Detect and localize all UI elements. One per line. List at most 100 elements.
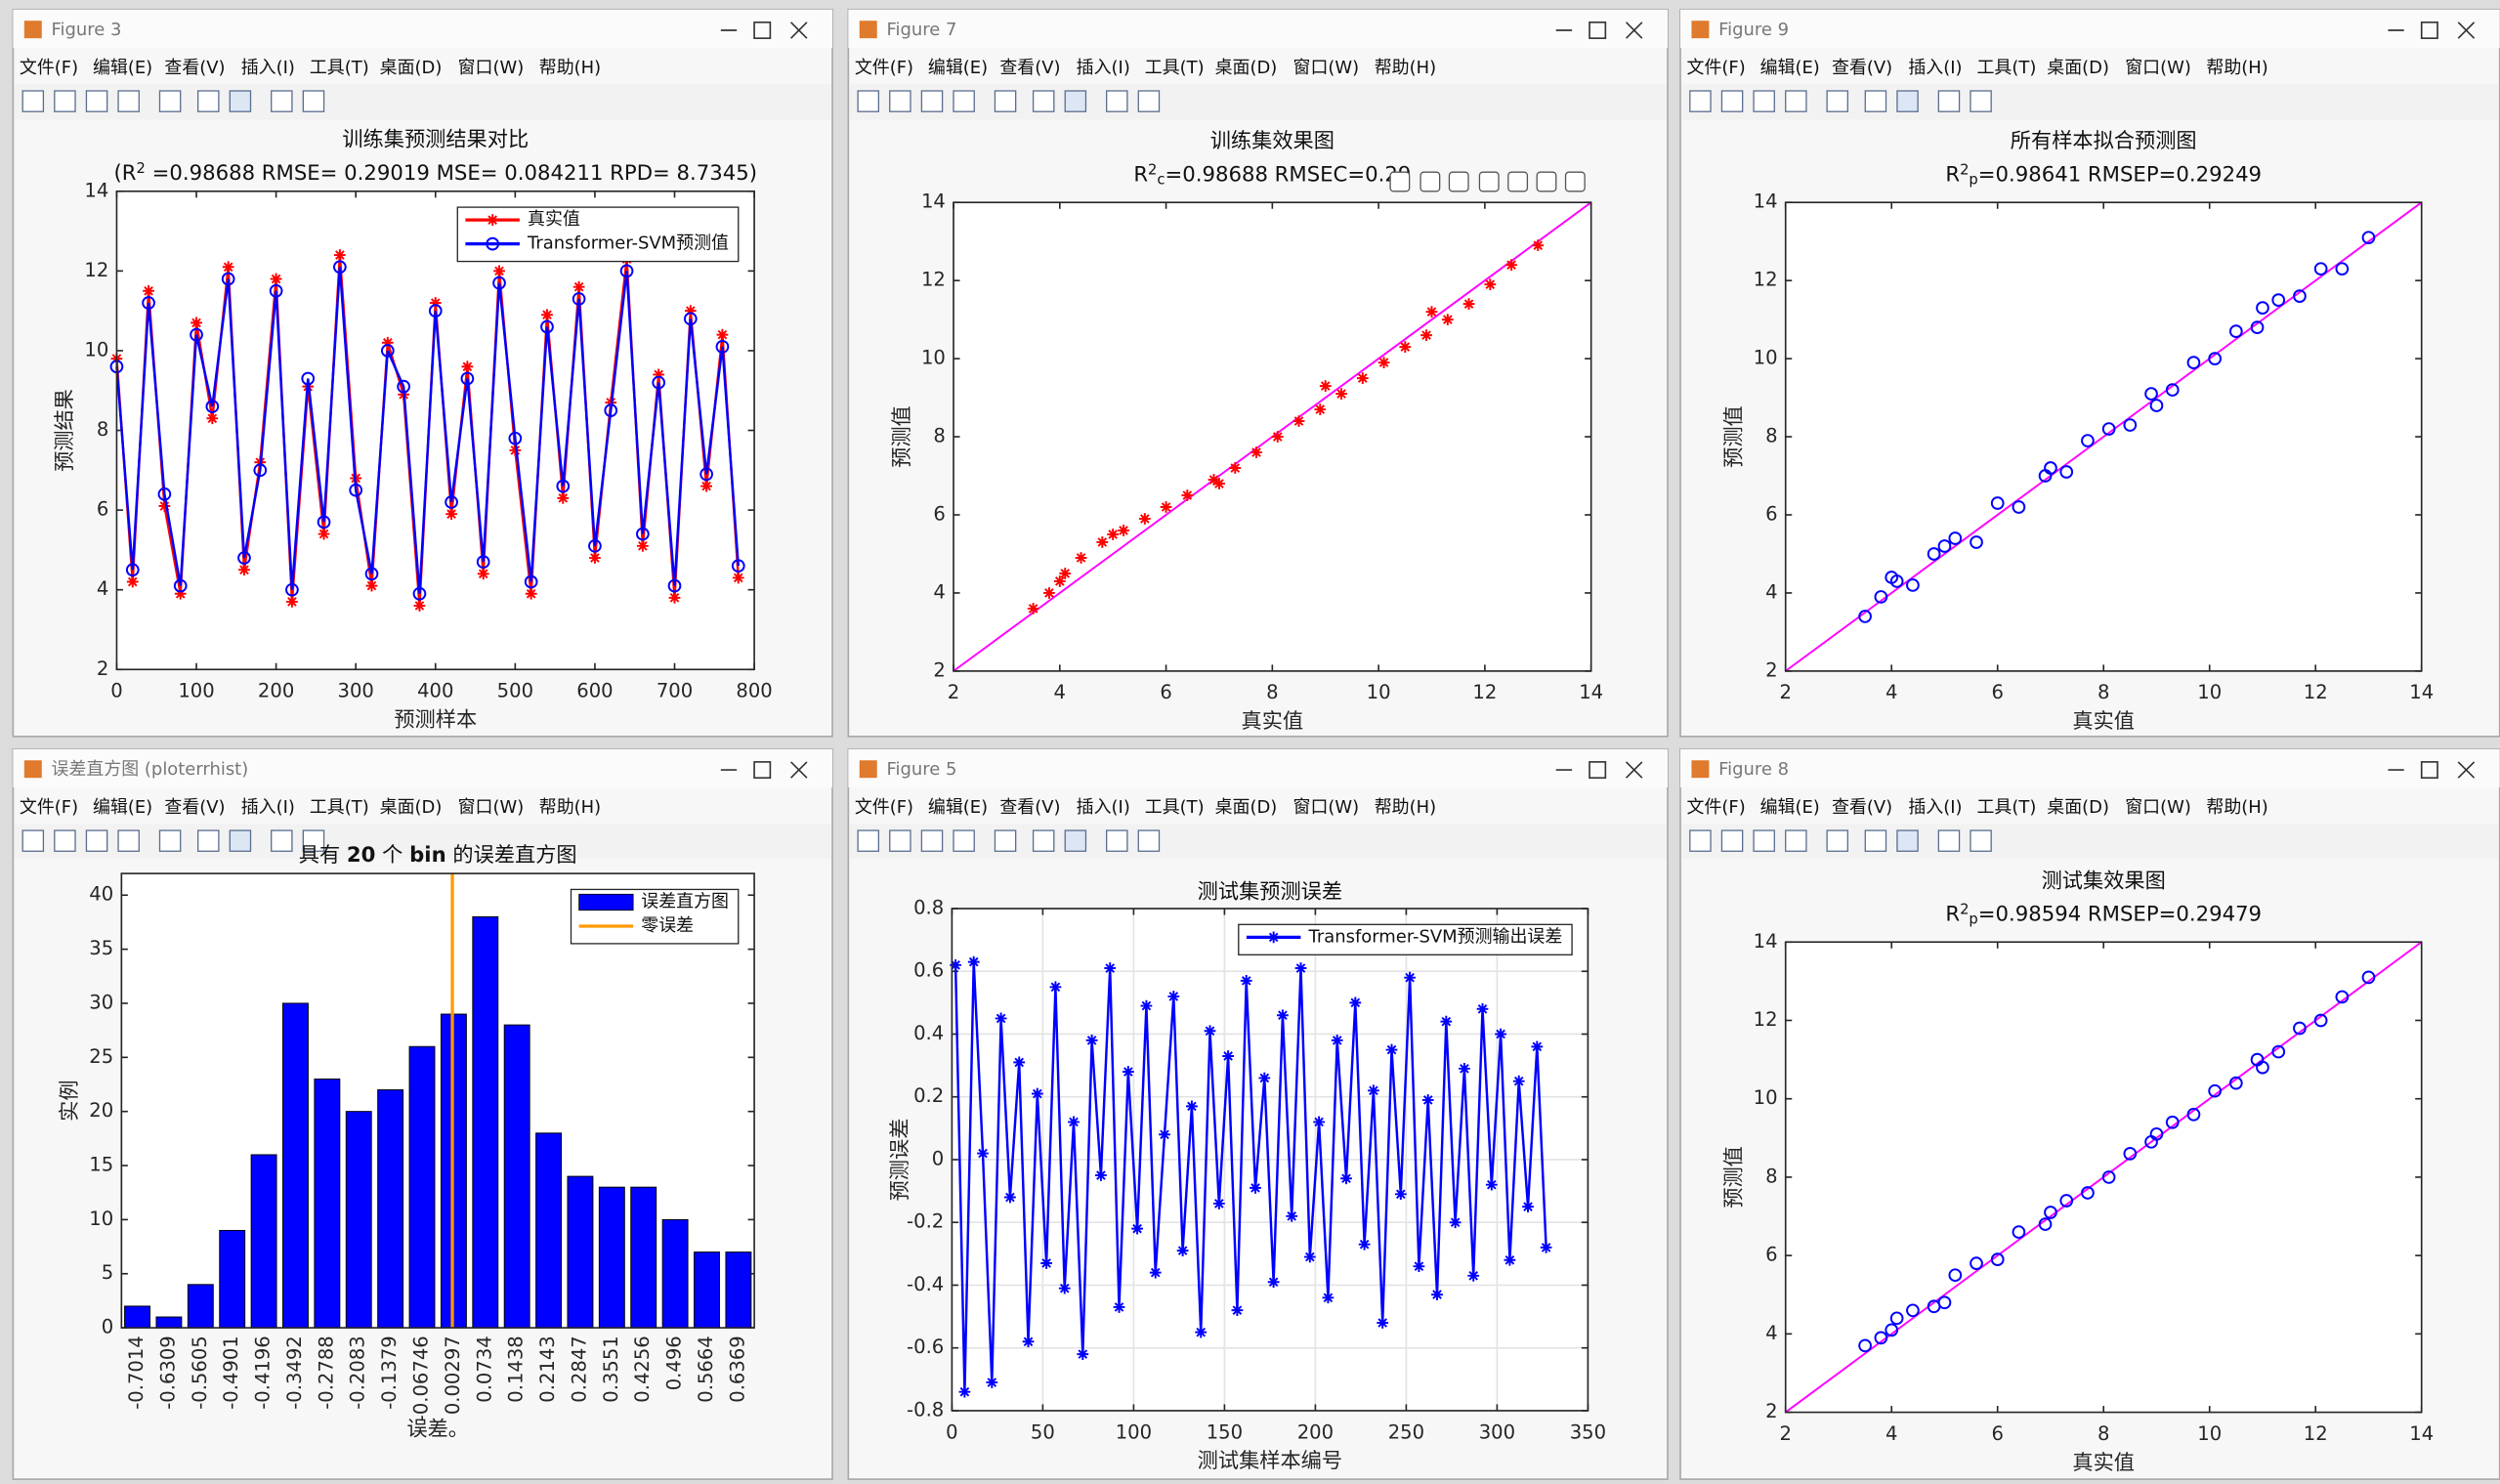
menu-item[interactable]: 查看(V) — [164, 58, 225, 78]
menu-item[interactable]: 桌面(D) — [2047, 797, 2109, 818]
toolbar-button[interactable] — [302, 90, 325, 112]
toolbar-button[interactable] — [1896, 829, 1919, 852]
menu-item[interactable]: 工具(T) — [1145, 58, 1205, 78]
axes-toolbar-button[interactable] — [1564, 171, 1586, 192]
toolbar-button[interactable] — [85, 90, 108, 112]
toolbar-button[interactable] — [1785, 829, 1807, 852]
menu-item[interactable]: 桌面(D) — [380, 58, 443, 78]
toolbar-button[interactable] — [994, 90, 1017, 112]
menu-item[interactable]: 桌面(D) — [2047, 58, 2109, 78]
close-button[interactable] — [1625, 761, 1643, 779]
menu-item[interactable]: 帮助(H) — [539, 797, 601, 818]
axes-toolbar-button[interactable] — [1389, 171, 1411, 192]
toolbar-button[interactable] — [1106, 90, 1128, 112]
maximize-button[interactable] — [1589, 761, 1607, 780]
menu-item[interactable]: 查看(V) — [1832, 797, 1892, 818]
maximize-button[interactable] — [1589, 21, 1607, 39]
menu-item[interactable]: 文件(F) — [20, 58, 78, 78]
axes-toolbar-button[interactable] — [1478, 171, 1500, 192]
maximize-button[interactable] — [753, 21, 772, 39]
maximize-button[interactable] — [753, 761, 772, 780]
toolbar-button[interactable] — [21, 829, 45, 852]
menu-item[interactable]: 文件(F) — [855, 58, 913, 78]
toolbar-button[interactable] — [54, 829, 76, 852]
toolbar-button[interactable] — [1137, 90, 1161, 112]
toolbar-button[interactable] — [197, 829, 220, 852]
toolbar-button[interactable] — [1937, 90, 1961, 112]
menu-item[interactable]: 查看(V) — [164, 797, 225, 818]
axes-toolbar-button[interactable] — [1419, 171, 1441, 192]
toolbar-button[interactable] — [920, 829, 944, 852]
menu-item[interactable]: 插入(I) — [1908, 58, 1962, 78]
menu-item[interactable]: 查看(V) — [999, 58, 1060, 78]
menu-item[interactable]: 文件(F) — [855, 797, 913, 818]
toolbar-button[interactable] — [117, 90, 140, 112]
toolbar-button[interactable] — [1753, 829, 1775, 852]
menu-item[interactable]: 桌面(D) — [380, 797, 443, 818]
menu-item[interactable]: 桌面(D) — [1215, 797, 1278, 818]
maximize-button[interactable] — [2420, 761, 2438, 780]
menu-item[interactable]: 编辑(E) — [1760, 58, 1820, 78]
toolbar-button[interactable] — [271, 90, 293, 112]
menu-item[interactable]: 插入(I) — [1077, 58, 1130, 78]
toolbar-button[interactable] — [1896, 90, 1919, 112]
toolbar-button[interactable] — [953, 829, 975, 852]
toolbar-button[interactable] — [1720, 829, 1744, 852]
close-button[interactable] — [1625, 21, 1643, 39]
toolbar-button[interactable] — [1064, 829, 1087, 852]
close-button[interactable] — [790, 21, 808, 39]
maximize-button[interactable] — [2420, 21, 2438, 39]
toolbar-button[interactable] — [1720, 90, 1744, 112]
toolbar-button[interactable] — [857, 90, 879, 112]
toolbar-button[interactable] — [158, 90, 182, 112]
toolbar-button[interactable] — [1064, 90, 1087, 112]
toolbar-button[interactable] — [1785, 90, 1807, 112]
menu-item[interactable]: 插入(I) — [1908, 797, 1962, 818]
toolbar-button[interactable] — [117, 829, 140, 852]
menu-item[interactable]: 窗口(W) — [458, 797, 525, 818]
toolbar-button[interactable] — [1937, 829, 1961, 852]
menu-item[interactable]: 编辑(E) — [93, 797, 152, 818]
toolbar-button[interactable] — [302, 829, 325, 852]
toolbar-button[interactable] — [889, 90, 911, 112]
toolbar-button[interactable] — [1864, 829, 1887, 852]
close-button[interactable] — [2457, 21, 2476, 39]
menu-item[interactable]: 窗口(W) — [458, 58, 525, 78]
axes-toolbar-button[interactable] — [1448, 171, 1469, 192]
toolbar-button[interactable] — [953, 90, 975, 112]
toolbar-button[interactable] — [920, 90, 944, 112]
toolbar-button[interactable] — [889, 829, 911, 852]
menu-item[interactable]: 编辑(E) — [928, 58, 988, 78]
menu-item[interactable]: 插入(I) — [241, 58, 295, 78]
toolbar-button[interactable] — [54, 90, 76, 112]
toolbar-button[interactable] — [1106, 829, 1128, 852]
menu-item[interactable]: 窗口(W) — [1293, 797, 1360, 818]
toolbar-button[interactable] — [1970, 829, 1992, 852]
menu-item[interactable]: 文件(F) — [1687, 797, 1746, 818]
toolbar-button[interactable] — [1032, 90, 1055, 112]
toolbar-button[interactable] — [229, 90, 252, 112]
toolbar-button[interactable] — [1970, 90, 1992, 112]
menu-item[interactable]: 桌面(D) — [1215, 58, 1278, 78]
menu-item[interactable]: 文件(F) — [1687, 58, 1746, 78]
axes-toolbar-button[interactable] — [1507, 171, 1529, 192]
menu-item[interactable]: 窗口(W) — [2125, 797, 2191, 818]
menu-item[interactable]: 查看(V) — [1832, 58, 1892, 78]
menu-item[interactable]: 帮助(H) — [1375, 797, 1436, 818]
menu-item[interactable]: 插入(I) — [1077, 797, 1130, 818]
menu-item[interactable]: 帮助(H) — [2206, 797, 2267, 818]
close-button[interactable] — [790, 761, 808, 779]
menu-item[interactable]: 插入(I) — [241, 797, 295, 818]
toolbar-button[interactable] — [1864, 90, 1887, 112]
toolbar-button[interactable] — [85, 829, 108, 852]
toolbar-button[interactable] — [1753, 90, 1775, 112]
toolbar-button[interactable] — [1137, 829, 1161, 852]
close-button[interactable] — [2457, 761, 2476, 779]
toolbar-button[interactable] — [197, 90, 220, 112]
menu-item[interactable]: 工具(T) — [310, 58, 369, 78]
toolbar-button[interactable] — [994, 829, 1017, 852]
menu-item[interactable]: 工具(T) — [310, 797, 369, 818]
menu-item[interactable]: 工具(T) — [1145, 797, 1205, 818]
menu-item[interactable]: 帮助(H) — [1375, 58, 1436, 78]
menu-item[interactable]: 工具(T) — [1977, 797, 2037, 818]
